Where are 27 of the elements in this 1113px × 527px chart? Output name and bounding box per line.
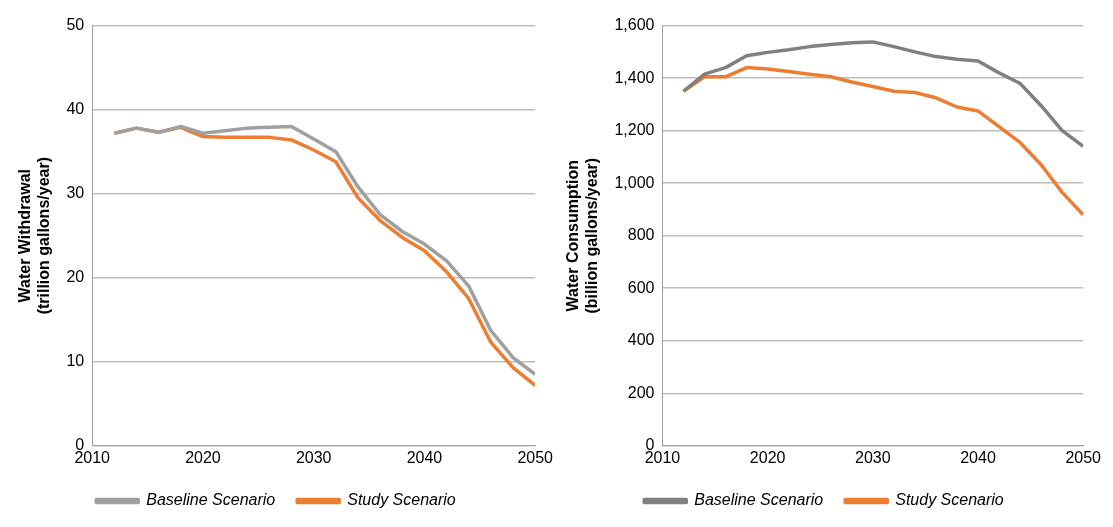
legend-label: Baseline Scenario [146,491,276,509]
y-tick-label: 1,400 [614,68,655,86]
y-tick-label: 200 [627,383,655,401]
legend-label: Study Scenario [347,491,456,509]
x-tick-label: 2020 [749,448,786,466]
x-tick-label: 2030 [295,448,332,466]
legend-label: Study Scenario [895,491,1004,509]
y-tick-label: 20 [66,268,85,286]
x-tick-label: 2030 [855,448,891,466]
y-axis-title: Water Withdrawal (trillion gallons/year) [16,157,53,315]
x-tick-label: 2020 [185,448,221,466]
legend-label: Baseline Scenario [694,491,824,509]
y-axis-title: Water Consumption (billion gallons/year) [564,157,601,314]
y-tick-label: 10 [66,352,85,370]
y-tick-label: 600 [627,278,655,296]
y-tick-label: 1,000 [614,173,655,191]
x-tick-label: 2040 [406,448,443,466]
y-tick-label: 30 [66,184,85,202]
y-tick-label: 50 [66,16,85,34]
x-tick-label: 2050 [1065,448,1102,466]
x-tick-label: 2050 [517,448,554,466]
y-tick-label: 800 [627,226,655,244]
y-tick-label: 40 [66,100,85,118]
y-tick-label: 400 [627,331,655,349]
y-tick-label: 1,600 [614,16,655,34]
y-tick-label: 1,200 [614,121,655,139]
x-tick-label: 2040 [960,448,996,466]
